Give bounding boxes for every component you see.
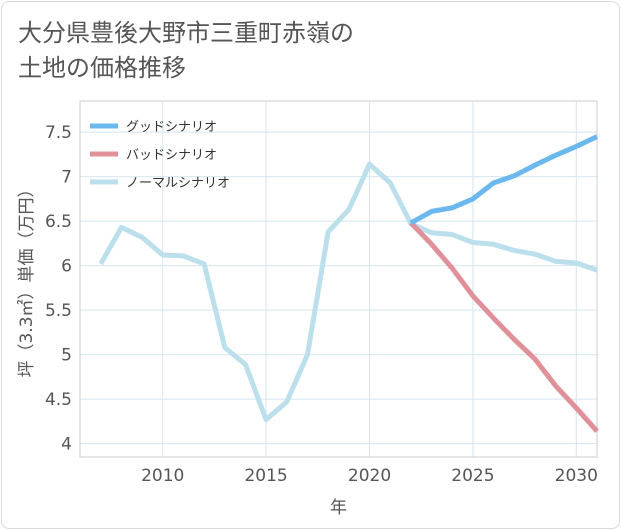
y-tick-label: 6.5 <box>45 212 72 232</box>
y-tick-label: 7.5 <box>45 123 72 143</box>
y-tick-label: 4 <box>61 435 72 455</box>
y-tick-label: 5 <box>61 346 72 366</box>
y-tick-label: 4.5 <box>45 390 72 410</box>
x-tick-label: 2025 <box>451 466 494 486</box>
y-tick-label: 6 <box>61 257 72 277</box>
series-line-0 <box>409 134 599 226</box>
legend-label-2: ノーマルシナリオ <box>126 176 230 191</box>
x-tick-label: 2020 <box>348 466 391 486</box>
legend-label-1: バッドシナリオ <box>126 148 217 163</box>
chart-title-line-2: 土地の価格推移 <box>18 54 186 82</box>
y-axis-label: 坪（3.3㎡）単価（万円） <box>17 180 37 377</box>
x-axis-ticks: 2010 2015 2020 2025 2030 <box>141 466 598 486</box>
chart-series <box>98 134 599 433</box>
x-tick-label: 2010 <box>141 466 184 486</box>
y-axis-ticks: 4 4.5 5 5.5 6 6.5 7 7.5 <box>45 123 72 455</box>
x-tick-label: 2015 <box>244 466 287 486</box>
series-line-1 <box>409 221 599 433</box>
y-tick-label: 7 <box>61 168 72 188</box>
plot-area-frame <box>79 100 598 458</box>
x-axis-label: 年 <box>330 498 347 518</box>
series-line-2 <box>98 161 598 423</box>
chart-title: 大分県豊後大野市三重町赤嶺の 土地の価格推移 <box>18 16 578 86</box>
legend-label-0: グッドシナリオ <box>126 120 217 135</box>
x-tick-label: 2030 <box>555 466 598 486</box>
chart-grid <box>80 101 597 457</box>
chart-title-line-1: 大分県豊後大野市三重町赤嶺の <box>18 19 354 47</box>
y-tick-label: 5.5 <box>45 301 72 321</box>
